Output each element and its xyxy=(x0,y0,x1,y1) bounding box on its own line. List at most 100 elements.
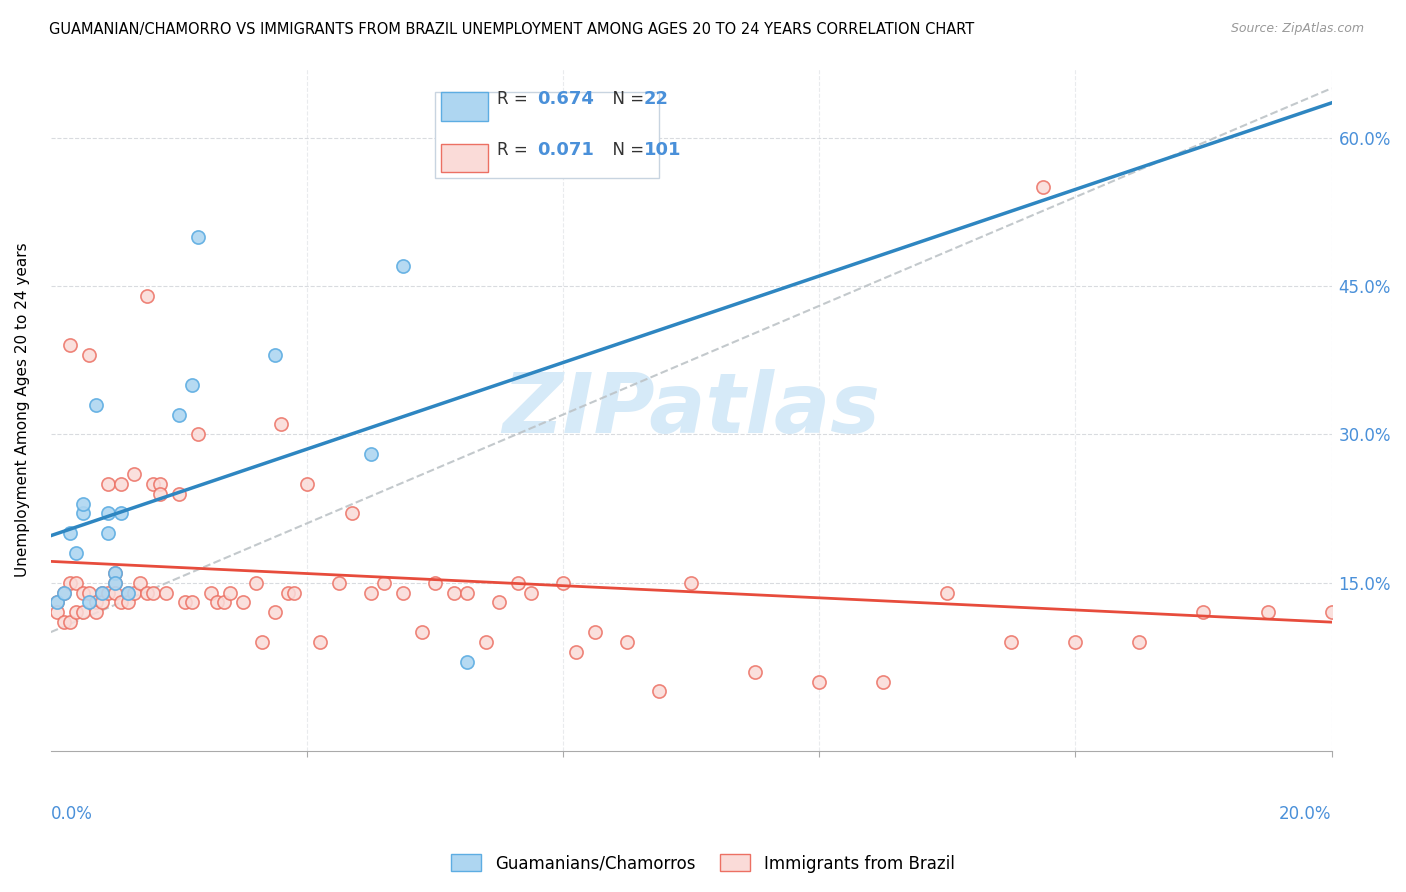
Point xyxy=(97,585,120,599)
Point xyxy=(1320,605,1343,619)
Point xyxy=(232,595,254,609)
Point xyxy=(808,674,831,689)
Point xyxy=(65,575,87,590)
Point xyxy=(110,476,132,491)
Point xyxy=(456,655,478,669)
Point xyxy=(91,585,114,599)
Point xyxy=(149,476,172,491)
Text: ZIPatlas: ZIPatlas xyxy=(502,369,880,450)
Point xyxy=(245,575,267,590)
Point xyxy=(72,507,94,521)
Point xyxy=(59,526,82,541)
Text: R =: R = xyxy=(496,89,533,108)
Legend: Guamanians/Chamorros, Immigrants from Brazil: Guamanians/Chamorros, Immigrants from Br… xyxy=(444,847,962,880)
Point xyxy=(583,625,606,640)
Point xyxy=(117,585,139,599)
Point xyxy=(423,575,446,590)
Point xyxy=(180,378,202,392)
Point xyxy=(456,585,478,599)
Point xyxy=(52,615,75,630)
Point xyxy=(59,615,82,630)
Point xyxy=(681,575,703,590)
Point xyxy=(135,289,157,303)
Point xyxy=(295,476,318,491)
Point xyxy=(392,260,415,274)
Point xyxy=(104,575,127,590)
Point xyxy=(104,566,127,580)
Point xyxy=(155,585,177,599)
Point xyxy=(553,575,575,590)
Point xyxy=(110,595,132,609)
Point xyxy=(1000,635,1022,649)
Point xyxy=(283,585,305,599)
Point xyxy=(872,674,894,689)
Point xyxy=(277,585,299,599)
Point xyxy=(373,575,395,590)
Text: 101: 101 xyxy=(644,141,682,159)
Point xyxy=(264,605,287,619)
Point xyxy=(104,566,127,580)
Point xyxy=(52,585,75,599)
Text: Source: ZipAtlas.com: Source: ZipAtlas.com xyxy=(1230,22,1364,36)
Point xyxy=(744,665,766,679)
Point xyxy=(340,507,363,521)
FancyBboxPatch shape xyxy=(441,93,488,121)
Point xyxy=(250,635,273,649)
Text: 0.674: 0.674 xyxy=(537,89,595,108)
Text: 0.071: 0.071 xyxy=(537,141,595,159)
Point xyxy=(187,229,209,244)
Point xyxy=(443,585,465,599)
Point xyxy=(129,575,152,590)
Point xyxy=(46,595,69,609)
Point xyxy=(104,575,127,590)
Point xyxy=(167,408,190,422)
Point xyxy=(212,595,235,609)
FancyBboxPatch shape xyxy=(434,93,659,178)
Point xyxy=(142,585,165,599)
Point xyxy=(91,595,114,609)
Point xyxy=(110,507,132,521)
FancyBboxPatch shape xyxy=(441,144,488,172)
Point xyxy=(77,595,100,609)
Point xyxy=(59,338,82,352)
Point xyxy=(219,585,242,599)
Point xyxy=(135,585,157,599)
Point xyxy=(565,645,588,659)
Point xyxy=(52,585,75,599)
Point xyxy=(167,486,190,500)
Point xyxy=(84,398,107,412)
Point xyxy=(488,595,510,609)
Point xyxy=(360,447,382,461)
Point xyxy=(122,467,145,481)
Point xyxy=(392,585,415,599)
Point xyxy=(77,348,100,362)
Point xyxy=(520,585,543,599)
Point xyxy=(72,605,94,619)
Text: GUAMANIAN/CHAMORRO VS IMMIGRANTS FROM BRAZIL UNEMPLOYMENT AMONG AGES 20 TO 24 YE: GUAMANIAN/CHAMORRO VS IMMIGRANTS FROM BR… xyxy=(49,22,974,37)
Point xyxy=(84,605,107,619)
Text: N =: N = xyxy=(602,89,650,108)
Point xyxy=(77,585,100,599)
Point xyxy=(117,585,139,599)
Point xyxy=(411,625,433,640)
Point xyxy=(72,497,94,511)
Point xyxy=(59,575,82,590)
Point xyxy=(142,476,165,491)
Point xyxy=(187,427,209,442)
Point xyxy=(1032,180,1054,194)
Point xyxy=(46,605,69,619)
Point xyxy=(97,526,120,541)
Point xyxy=(648,684,671,698)
Point xyxy=(65,546,87,560)
Point xyxy=(270,417,292,432)
Point xyxy=(97,476,120,491)
Point xyxy=(264,348,287,362)
Text: 0.0%: 0.0% xyxy=(51,805,93,823)
Point xyxy=(46,595,69,609)
Point xyxy=(91,585,114,599)
Text: N =: N = xyxy=(602,141,650,159)
Point xyxy=(117,595,139,609)
Point xyxy=(1064,635,1087,649)
Point xyxy=(72,585,94,599)
Point xyxy=(180,595,202,609)
